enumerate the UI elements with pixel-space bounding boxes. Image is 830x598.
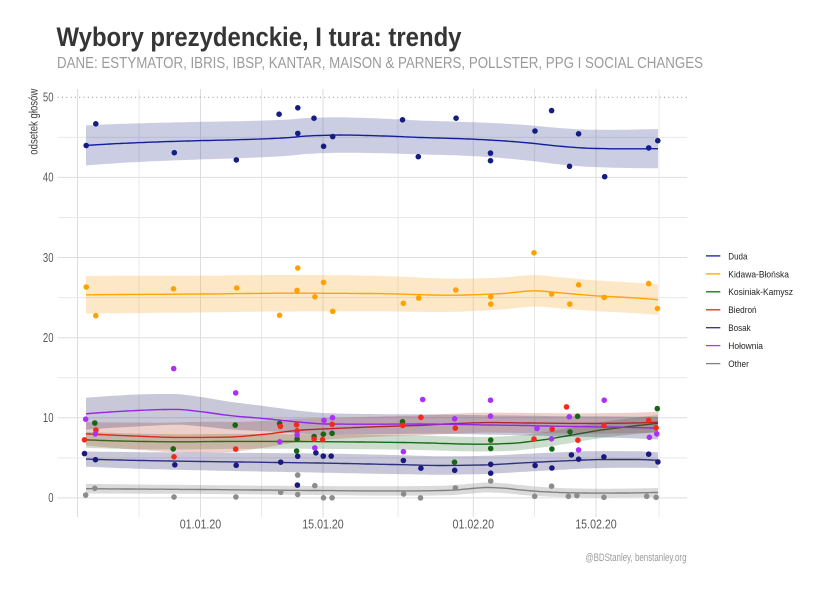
svg-text:20: 20 bbox=[43, 331, 54, 345]
svg-text:Wybory prezydenckie, I tura: t: Wybory prezydenckie, I tura: trendy bbox=[57, 22, 462, 52]
svg-text:Hołownia: Hołownia bbox=[728, 341, 763, 352]
svg-text:15.01.20: 15.01.20 bbox=[302, 518, 344, 532]
svg-text:odsetek głosów: odsetek głosów bbox=[29, 88, 41, 155]
svg-text:01.01.20: 01.01.20 bbox=[180, 518, 222, 532]
svg-text:Kidawa-Błońska: Kidawa-Błońska bbox=[728, 269, 789, 280]
svg-text:01.02.20: 01.02.20 bbox=[453, 518, 495, 532]
svg-text:40: 40 bbox=[43, 171, 54, 185]
svg-text:30: 30 bbox=[43, 251, 54, 265]
svg-text:15.02.20: 15.02.20 bbox=[575, 518, 617, 532]
svg-text:Other: Other bbox=[728, 359, 749, 370]
svg-text:Biedroń: Biedroń bbox=[728, 305, 756, 316]
svg-text:DANE: ESTYMATOR, IBRIS, IBSP,: DANE: ESTYMATOR, IBRIS, IBSP, KANTAR, MA… bbox=[57, 55, 703, 72]
svg-text:@BDStanley, benstanley.org: @BDStanley, benstanley.org bbox=[586, 552, 687, 564]
svg-text:10: 10 bbox=[43, 411, 54, 425]
svg-text:Kosiniak-Kamysz: Kosiniak-Kamysz bbox=[728, 287, 793, 298]
svg-text:0: 0 bbox=[48, 491, 53, 505]
svg-text:Bosak: Bosak bbox=[728, 323, 751, 334]
svg-text:50: 50 bbox=[43, 91, 54, 105]
svg-text:Duda: Duda bbox=[728, 251, 748, 262]
